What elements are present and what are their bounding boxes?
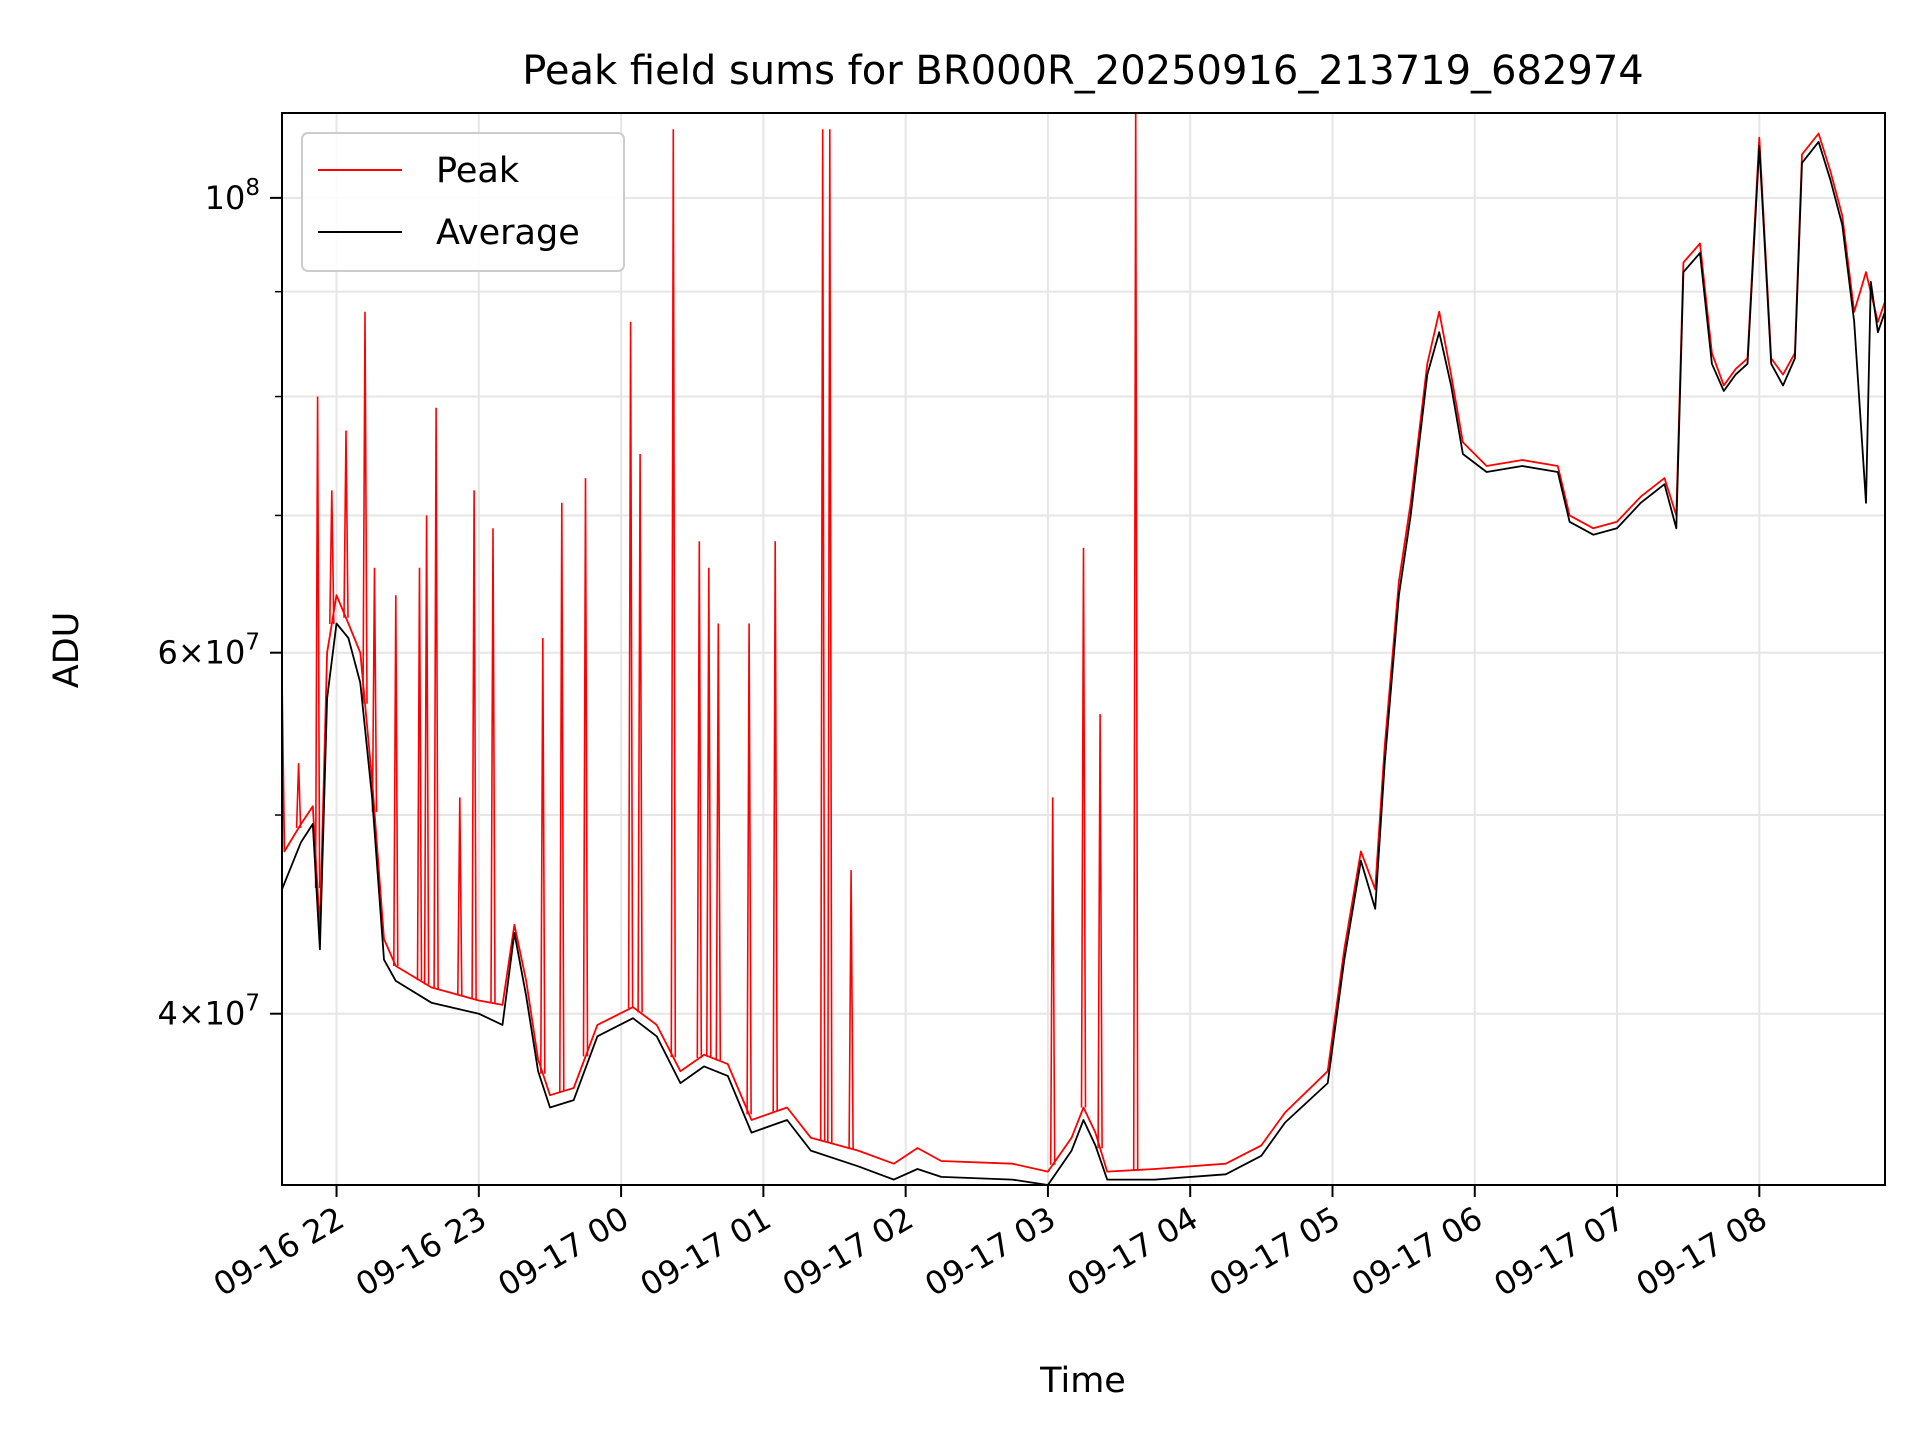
legend-label-peak: Peak: [436, 151, 520, 191]
x-tick-label: 09-17 07: [1487, 1199, 1631, 1304]
x-tick-label: 09-17 05: [1203, 1199, 1347, 1304]
y-tick-label: 6×107: [157, 630, 260, 672]
legend-box: [301, 132, 625, 272]
series-line-peak: [282, 132, 1885, 1173]
legend-label-average: Average: [436, 213, 580, 253]
series-line-average: [282, 140, 1885, 1185]
x-tick-label: 09-17 03: [918, 1199, 1062, 1304]
spike-peak: [314, 396, 321, 889]
x-tick-label: 09-17 00: [491, 1199, 635, 1304]
spike-peak: [1049, 797, 1056, 1165]
x-tick-label: 09-16 22: [207, 1199, 351, 1304]
spike-peak: [746, 623, 752, 1115]
y-tick-label: 4×107: [157, 991, 260, 1033]
y-tick-label: 108: [205, 175, 260, 217]
spike-peak: [627, 321, 634, 1009]
spike-peak: [423, 515, 430, 985]
spike-peak: [582, 478, 589, 1057]
spike-peak: [490, 528, 496, 1004]
spike-peak: [670, 129, 677, 1058]
x-tick-label: 09-17 04: [1061, 1199, 1205, 1304]
x-axis-label: Time: [1039, 1361, 1126, 1401]
x-tick-label: 09-17 02: [776, 1199, 920, 1304]
y-axis-label: ADU: [47, 612, 87, 689]
spike-peak: [696, 541, 703, 1059]
spike-peak: [295, 763, 302, 828]
spike-peak: [371, 567, 378, 812]
chart-title: Peak field sums for BR000R_20250916_2137…: [522, 48, 1644, 94]
spike-peak: [1132, 113, 1139, 1171]
spike-peak: [819, 129, 826, 1141]
plot-frame: [281, 112, 1886, 1186]
legend: Peak Average: [301, 132, 625, 272]
spike-peak: [848, 870, 854, 1149]
x-tick-label: 09-16 23: [349, 1199, 493, 1304]
spike-peak: [433, 407, 439, 989]
spike-peak: [329, 490, 335, 625]
spike-peak: [343, 430, 349, 618]
spike-peak: [393, 595, 399, 967]
x-tick-label: 09-17 01: [634, 1199, 778, 1304]
spike-peak: [457, 797, 463, 996]
spike-peak: [706, 567, 712, 1057]
spike-peak: [772, 541, 778, 1112]
spike-peak: [715, 623, 722, 1061]
spike-peak: [1097, 714, 1103, 1149]
spike-peak: [1080, 547, 1087, 1108]
spike-peak: [471, 490, 477, 1000]
spike-peak: [559, 502, 565, 1092]
spike-peak: [362, 311, 368, 704]
x-tick-label: 09-17 08: [1630, 1199, 1774, 1304]
series-layer: [282, 113, 1885, 1185]
x-tick-label: 09-17 06: [1345, 1199, 1489, 1304]
spike-peak: [637, 453, 643, 1013]
spike-peak: [827, 129, 833, 1143]
spike-peak: [540, 637, 546, 1074]
spike-peak: [416, 567, 423, 981]
